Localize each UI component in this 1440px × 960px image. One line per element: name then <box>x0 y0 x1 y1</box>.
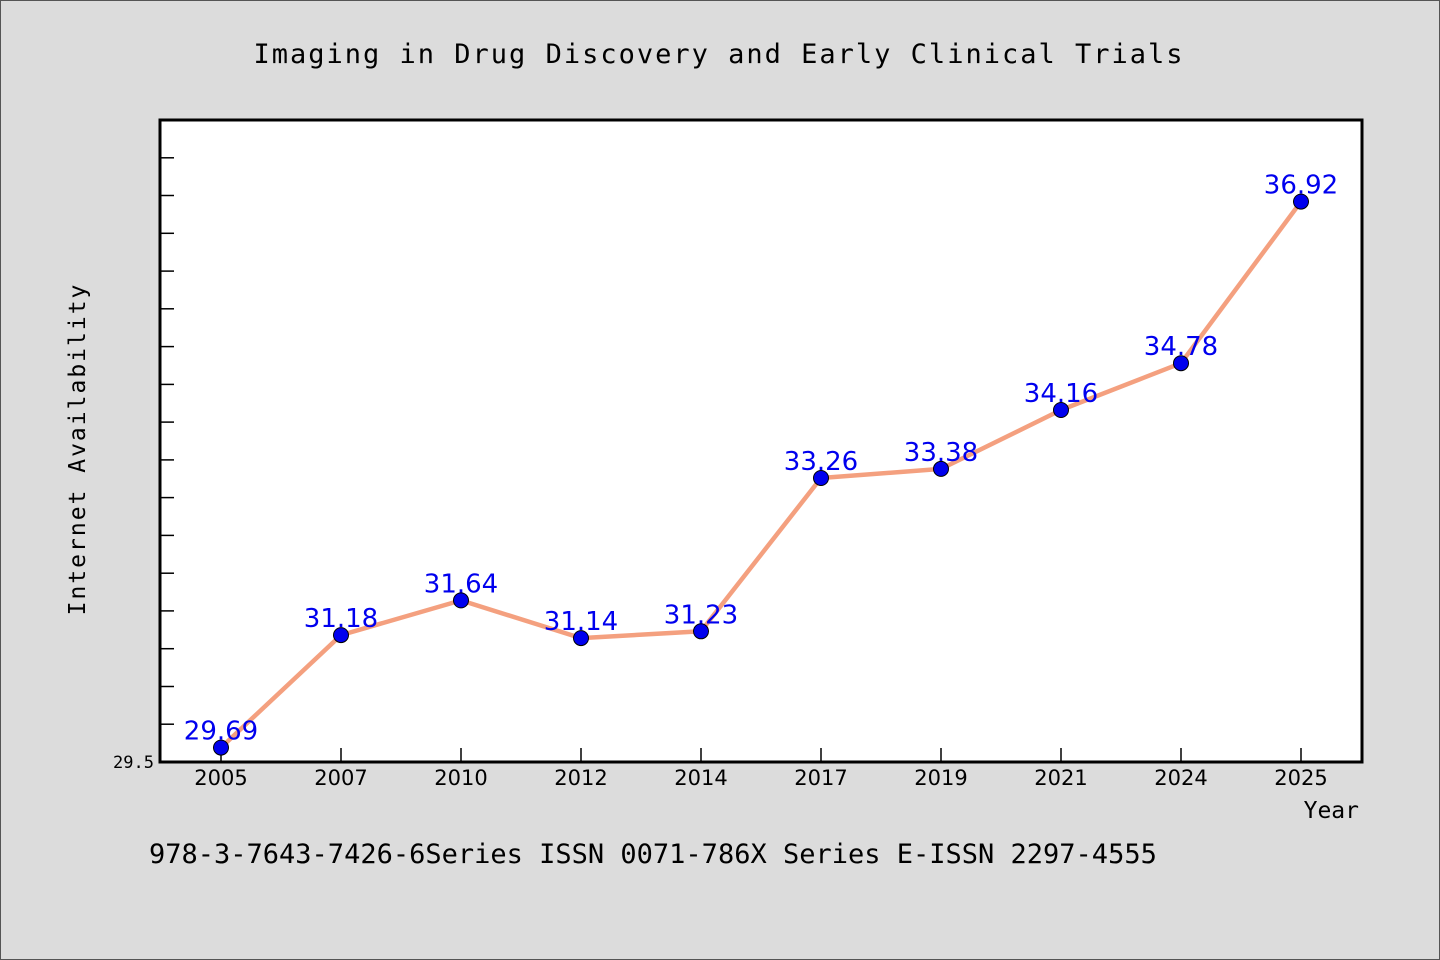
data-point <box>213 739 229 756</box>
plot-area <box>158 118 1364 764</box>
series-line-group <box>218 199 1304 750</box>
data-point <box>1053 402 1069 418</box>
data-point <box>453 592 469 609</box>
x-tick-label: 2024 <box>1154 766 1207 790</box>
data-label: 29.69 <box>184 717 258 747</box>
x-axis-label: Year <box>1304 798 1359 824</box>
series-line <box>218 199 1304 750</box>
data-point <box>813 470 829 486</box>
data-label: 31.18 <box>304 604 378 634</box>
x-tick-label: 2010 <box>434 766 487 790</box>
x-tick-label: 2005 <box>194 766 247 790</box>
x-tick-label: 2007 <box>314 766 367 790</box>
x-axis-ticks: 2005 2007 2010 2012 2014 2017 2019 2021 2024 2025 <box>194 748 1328 790</box>
x-tick-label: 2025 <box>1274 766 1327 790</box>
data-points <box>213 193 1309 756</box>
data-label: 36.92 <box>1264 171 1338 201</box>
x-tick-label: 2021 <box>1034 766 1087 790</box>
x-tick-label: 2014 <box>674 766 727 790</box>
y-axis-label: Internet Availability <box>65 283 91 616</box>
data-label: 31.14 <box>544 607 618 637</box>
x-tick-label: 2017 <box>794 766 847 790</box>
data-point <box>933 460 949 477</box>
data-label: 33.26 <box>784 447 858 477</box>
data-label: 31.23 <box>664 600 738 630</box>
data-point <box>1293 193 1309 210</box>
x-tick-label: 2012 <box>554 766 607 790</box>
data-label: 33.38 <box>904 438 978 468</box>
data-point <box>693 623 709 640</box>
data-point <box>333 627 349 644</box>
data-label: 31.64 <box>424 569 498 599</box>
data-label: 34.78 <box>1144 332 1218 362</box>
data-labels: 29.69 31.18 31.64 31.14 31.23 33.26 33.38 34.16… <box>184 171 1338 747</box>
data-label: 34.16 <box>1024 379 1098 409</box>
data-point <box>573 630 589 647</box>
chart-title: Imaging in Drug Discovery and Early Clin… <box>253 39 1184 70</box>
y-axis-ticks: 29.5 <box>113 157 174 773</box>
y-tick-label: 29.5 <box>113 753 154 773</box>
x-tick-label: 2019 <box>914 766 967 790</box>
footer-isbn-issn: 978-3-7643-7426-6Series ISSN 0071-786X S… <box>149 839 1157 870</box>
data-point <box>1173 355 1189 372</box>
